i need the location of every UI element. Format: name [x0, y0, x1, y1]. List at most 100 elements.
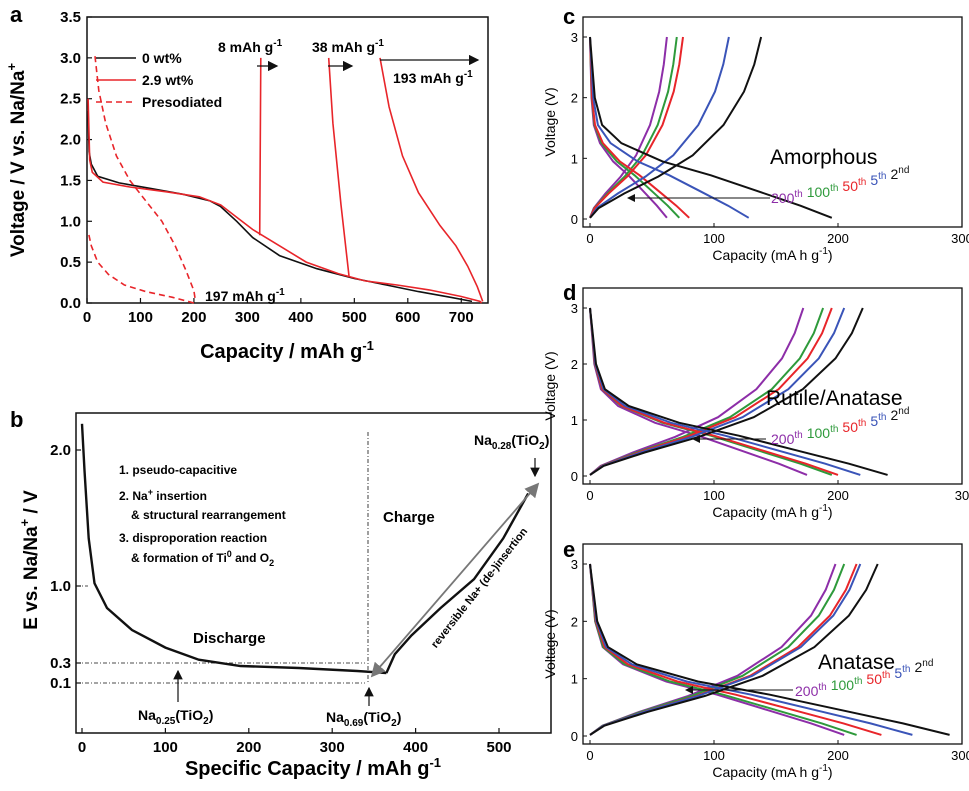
y-tick-label-a: 0.0 [60, 295, 81, 312]
y-tick-label-c: 2 [571, 91, 578, 106]
y-tick-label-a: 1.0 [60, 213, 81, 230]
y-axis-label-c: Voltage (V) [542, 87, 558, 156]
x-axis-label-d: Capacity (mA h g-1) [712, 503, 832, 520]
label-charge: Charge [383, 509, 435, 526]
x-tick-label-b: 0 [78, 739, 86, 756]
y-ticks-b: 0.1 0.3 1.0 2.0 [50, 442, 81, 692]
y-tick-label-c: 3 [571, 30, 578, 45]
charge-curve-2nd [589, 563, 879, 736]
y-tick-label-b: 1.0 [50, 578, 71, 595]
y-tick-label-d: 2 [571, 357, 578, 372]
x-tick-label-a: 400 [288, 309, 313, 326]
x-tick-label-a: 100 [128, 309, 153, 326]
plot-frame-c [582, 16, 963, 228]
annotation-197mah: 197 mAh g-1 [205, 287, 285, 304]
y-tick-label-a: 0.5 [60, 254, 81, 271]
x-tick-label-b: 200 [236, 739, 261, 756]
x-tick-label-c: 200 [827, 231, 849, 246]
annotation-38mah: 38 mAh g-1 [312, 38, 384, 55]
charge-curve-100th [589, 563, 846, 736]
discharge-curve-2nd [589, 307, 888, 476]
x-ticks-a: 0 100 200 300 400 500 600 700 [83, 298, 474, 326]
note-2: 2. Na+ insertion [119, 487, 207, 503]
note-1: 1. pseudo-capacitive [119, 463, 237, 477]
series-line-29wt_c2 [327, 57, 350, 277]
y-tick-label-d: 1 [571, 413, 578, 428]
sample-label-c: Amorphous [770, 146, 877, 169]
x-tick-label-c: 300 [951, 231, 969, 246]
x-tick-label-e: 300 [951, 748, 969, 763]
y-tick-label-a: 1.5 [60, 172, 81, 189]
discharge-curve-50th [589, 36, 690, 219]
x-tick-label-d: 200 [827, 488, 849, 503]
y-axis-label-a: Voltage / V vs. Na/Na+ [4, 63, 29, 258]
y-tick-label-b: 0.3 [50, 655, 71, 672]
x-tick-label-d: 100 [703, 488, 725, 503]
discharge-curve-100th [589, 563, 857, 736]
y-tick-label-e: 2 [571, 614, 578, 629]
note-3b: & formation of Ti0 and O2 [131, 549, 274, 568]
series-line-29wt_c3 [379, 57, 484, 302]
x-axis-label-b: Specific Capacity / mAh g-1 [185, 755, 441, 780]
panel-label-a: a [10, 2, 23, 27]
x-tick-label-e: 0 [586, 748, 593, 763]
sample-label-e: Anatase [818, 651, 895, 674]
y-tick-label-e: 0 [571, 729, 578, 744]
legend-a: 0 wt% 2.9 wt% Presodiated [96, 50, 222, 110]
discharge-curve-200th [589, 563, 845, 736]
x-tick-label-a: 200 [181, 309, 206, 326]
panel-label-c: c [563, 4, 575, 29]
y-tick-label-e: 3 [571, 557, 578, 572]
x-axis-label-a: Capacity / mAh g-1 [200, 338, 374, 363]
annotations-a: 8 mAh g-1 38 mAh g-1 193 mAh g-1 197 mAh… [205, 38, 480, 304]
note-2b: & structural rearrangement [131, 508, 286, 522]
panel-label-b: b [10, 407, 23, 432]
x-tick-label-a: 600 [395, 309, 420, 326]
y-tick-label-c: 0 [571, 212, 578, 227]
x-tick-label-a: 300 [235, 309, 260, 326]
charge-curve-50th [589, 563, 858, 736]
x-ticks-b: 0 100 200 300 400 500 [78, 728, 512, 756]
legend-label-presodiated: Presodiated [142, 94, 222, 110]
y-axis-label-e: Voltage (V) [542, 609, 558, 678]
annotation-8mah: 8 mAh g-1 [218, 38, 283, 55]
series-line-29wt_c1 [258, 57, 262, 236]
x-tick-label-b: 300 [320, 739, 345, 756]
x-tick-label-d: 30 [955, 488, 969, 503]
x-tick-label-b: 400 [403, 739, 428, 756]
discharge-curve [80, 423, 387, 675]
y-tick-label-b: 2.0 [50, 442, 71, 459]
y-tick-label-b: 0.1 [50, 675, 71, 692]
discharge-curve-5th [589, 36, 750, 219]
series-line-pre_ch [87, 233, 195, 304]
annotation-193mah: 193 mAh g-1 [393, 69, 473, 86]
label-reversible: reversible Na+ (de-)insertion [429, 526, 530, 651]
x-tick-label-a: 700 [449, 309, 474, 326]
sample-label-d: Rutile/Anatase [766, 387, 903, 410]
reversible-arrow [370, 482, 540, 678]
mechanism-notes: 1. pseudo-capacitive 2. Na+ insertion & … [119, 463, 286, 568]
discharge-curve-2nd [589, 36, 833, 219]
x-tick-label-e: 200 [827, 748, 849, 763]
panel-b: b 0 100 200 300 400 500 0.1 0.3 1.0 2.0 1. pseud… [10, 407, 552, 780]
series-line-29wt_dis [87, 98, 483, 304]
legend-label-0wt: 0 wt% [142, 50, 182, 66]
x-tick-label-b: 100 [153, 739, 178, 756]
charge-curve-5th [589, 36, 730, 219]
x-axis-label-c: Capacity (mA h g-1) [712, 246, 832, 263]
panel-label-e: e [563, 537, 575, 562]
series-group-b [80, 423, 530, 675]
charge-curve-50th [589, 36, 684, 219]
x-tick-label-c: 0 [586, 231, 593, 246]
charge-curve-2nd [589, 307, 864, 476]
cycle-labels-d: 200th 100th 50th 5th 2nd [771, 406, 909, 447]
x-tick-label-a: 500 [342, 309, 367, 326]
series-line-pre_dis [94, 56, 197, 302]
x-axis-label-e: Capacity (mA h g-1) [712, 763, 832, 780]
x-tick-label-e: 100 [703, 748, 725, 763]
label-discharge: Discharge [193, 630, 266, 647]
plot-frame-d [582, 287, 963, 485]
